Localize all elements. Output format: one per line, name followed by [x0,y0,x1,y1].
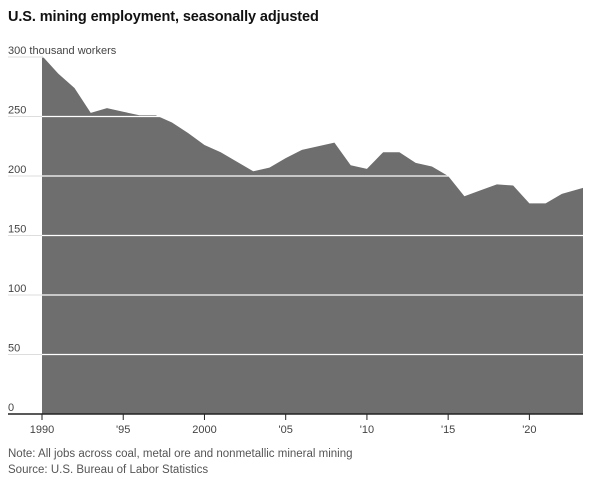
y-tick-label: 200 [8,164,26,176]
y-tick-label: 0 [8,402,14,414]
x-tick-label: '05 [279,424,293,436]
y-tick-label: 300 thousand workers [8,45,117,57]
y-tick-label: 250 [8,105,26,117]
chart-title: U.S. mining employment, seasonally adjus… [8,9,319,25]
x-tick-label: '20 [522,424,536,436]
chart-source: Source: U.S. Bureau of Labor Statistics [8,464,209,476]
x-tick-label: 2000 [192,424,216,436]
y-tick-label: 150 [8,224,26,236]
area-chart: 300 thousand workers 250 200 150 100 50 0 1990 '… [8,45,583,436]
chart-notes: Note: All jobs across coal, metal ore an… [8,446,353,478]
chart-note: Note: All jobs across coal, metal ore an… [8,448,353,460]
x-tick-label: '15 [441,424,455,436]
x-tick-label: '95 [116,424,130,436]
y-tick-label: 100 [8,283,26,295]
x-tick-label: 1990 [30,424,54,436]
y-tick-label: 50 [8,343,20,355]
x-tick-label: '10 [360,424,374,436]
